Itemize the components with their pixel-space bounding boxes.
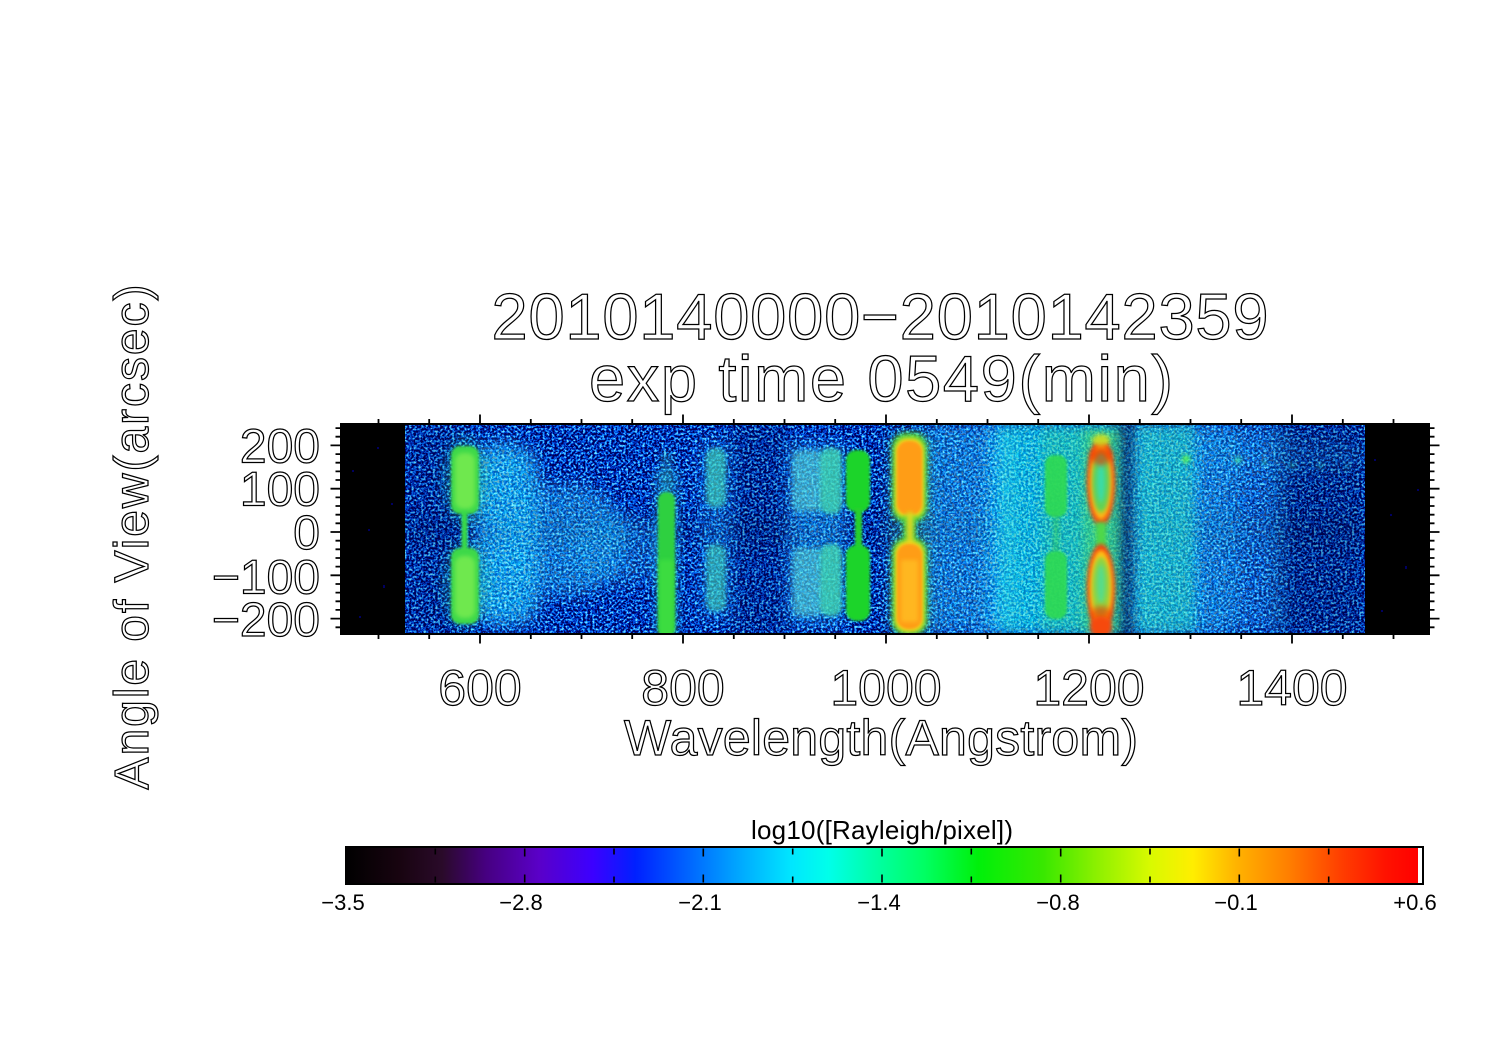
svg-text:+0.6: +0.6 xyxy=(1393,890,1436,915)
svg-text:log10([Rayleigh/pixel]): log10([Rayleigh/pixel]) xyxy=(751,815,1013,845)
svg-text:−2.1: −2.1 xyxy=(678,890,721,915)
svg-text:200: 200 xyxy=(240,421,320,474)
svg-text:−100: −100 xyxy=(212,552,320,605)
svg-text:Angle of View(arcsec): Angle of View(arcsec) xyxy=(106,285,159,790)
svg-text:exp time 0549(min): exp time 0549(min) xyxy=(589,342,1173,415)
svg-text:1400: 1400 xyxy=(1236,660,1347,716)
svg-text:−3.5: −3.5 xyxy=(321,890,364,915)
svg-text:800: 800 xyxy=(641,660,724,716)
svg-text:100: 100 xyxy=(240,464,320,517)
svg-text:2010140000−2010142359: 2010140000−2010142359 xyxy=(492,280,1269,353)
svg-text:600: 600 xyxy=(438,660,521,716)
svg-text:1200: 1200 xyxy=(1033,660,1144,716)
svg-text:−1.4: −1.4 xyxy=(857,890,900,915)
svg-text:−2.8: −2.8 xyxy=(499,890,542,915)
svg-text:1000: 1000 xyxy=(830,660,941,716)
svg-text:−0.1: −0.1 xyxy=(1214,890,1257,915)
svg-text:−0.8: −0.8 xyxy=(1036,890,1079,915)
svg-text:Wavelength(Angstrom): Wavelength(Angstrom) xyxy=(624,710,1138,766)
svg-text:−200: −200 xyxy=(212,594,320,647)
svg-text:0: 0 xyxy=(293,507,320,560)
